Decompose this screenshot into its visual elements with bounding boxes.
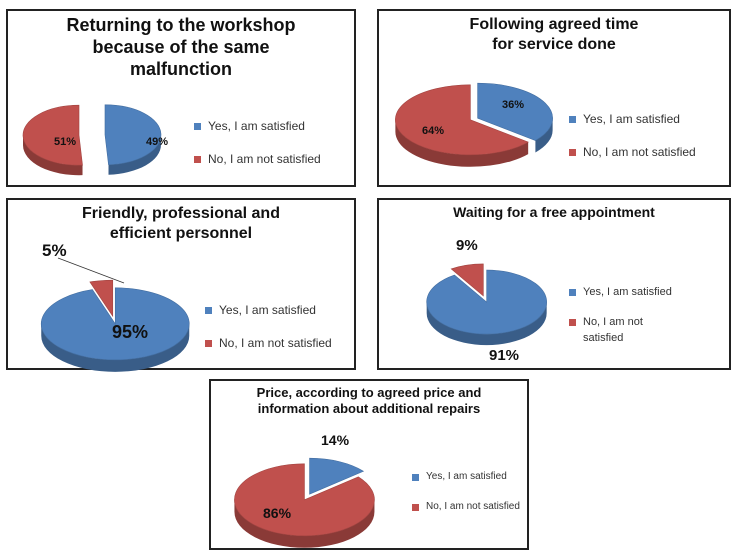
data-label-no: 9% <box>456 237 478 254</box>
legend-swatch-yes <box>412 474 419 481</box>
data-label-yes: 36% <box>502 99 525 111</box>
legend-label: Yes, I am satisfied <box>426 471 507 482</box>
legend-label: No, I am not satisfied <box>426 501 520 512</box>
pie-slice-no <box>22 104 83 176</box>
pie-slice-yes <box>104 104 162 175</box>
pie-slice-no <box>234 463 375 548</box>
legend-label: Yes, I am satisfied <box>208 119 305 133</box>
pie-chart <box>234 457 375 548</box>
legend-item-yes: Yes, I am satisfied <box>194 119 321 133</box>
pie-slice-no <box>89 279 114 318</box>
pie-slice-no <box>450 263 484 297</box>
legend-swatch-yes <box>205 307 212 314</box>
legend-label: No, I am not satisfied <box>583 145 696 159</box>
legend-label: Yes, I am satisfied <box>219 303 316 317</box>
leader-line <box>57 257 125 284</box>
legend-item-no: No, I am not satisfied <box>205 336 332 350</box>
pie-chart <box>426 263 547 346</box>
data-label-yes: 95% <box>112 322 149 342</box>
legend-label: No, I am not satisfied <box>583 316 643 344</box>
legend-swatch-no <box>569 319 576 326</box>
chart-title: Price, according to agreed price and inf… <box>256 385 482 416</box>
legend-swatch-yes <box>569 116 576 123</box>
legend-item-no: No, I am not satisfied <box>412 501 520 512</box>
legend-item-yes: Yes, I am satisfied <box>569 286 689 298</box>
chart-title: Waiting for a free appointment <box>453 204 655 220</box>
legend-item-yes: Yes, I am satisfied <box>412 471 520 482</box>
data-label-no: 86% <box>263 505 292 521</box>
legend: Yes, I am satisfied No, I am not satisfi… <box>569 286 689 347</box>
pie-slice-yes <box>426 269 547 346</box>
legend: Yes, I am satisfied No, I am not satisfi… <box>194 119 321 166</box>
legend: Yes, I am satisfied No, I am not satisfi… <box>569 112 696 159</box>
pie-chart <box>22 104 162 176</box>
legend-swatch-no <box>205 340 212 347</box>
legend-swatch-no <box>194 156 201 163</box>
legend-swatch-no <box>412 504 419 511</box>
data-label-yes: 91% <box>489 347 520 364</box>
legend-label: Yes, I am satisfied <box>583 286 672 298</box>
legend-item-no: No, I am not satisfied <box>569 145 696 159</box>
data-label-no: 5% <box>42 241 67 260</box>
data-label-no: 51% <box>54 136 77 148</box>
pie-slice-yes <box>477 82 553 153</box>
legend-item-yes: Yes, I am satisfied <box>569 112 696 126</box>
legend-label: No, I am not satisfied <box>208 152 321 166</box>
chart-panel-price: Price, according to agreed price and inf… <box>209 379 529 550</box>
chart-panel-returning: Returning to the workshop because of the… <box>6 9 356 187</box>
chart-panel-appointment: Waiting for a free appointment 91% 9% Ye… <box>377 198 731 370</box>
legend-label: No, I am not satisfied <box>219 336 332 350</box>
legend-item-no: No, I am not satisfied <box>569 315 689 347</box>
pie-slice-yes <box>40 287 190 372</box>
legend-swatch-yes <box>194 123 201 130</box>
pie-chart <box>395 82 553 167</box>
legend: Yes, I am satisfied No, I am not satisfi… <box>205 303 332 350</box>
legend: Yes, I am satisfied No, I am not satisfi… <box>412 471 520 512</box>
legend-swatch-no <box>569 149 576 156</box>
data-label-no: 64% <box>422 125 445 137</box>
legend-item-no: No, I am not satisfied <box>194 152 321 166</box>
pie-slice-no <box>395 84 529 167</box>
pie-chart <box>40 257 190 372</box>
data-label-yes: 49% <box>146 136 169 148</box>
chart-panel-personnel: Friendly, professional and efficient per… <box>6 198 356 372</box>
pie-slice-yes <box>309 457 365 495</box>
chart-title: Following agreed time for service done <box>469 16 639 53</box>
data-label-yes: 14% <box>321 432 350 448</box>
chart-title: Friendly, professional and efficient per… <box>82 205 280 242</box>
legend-label: Yes, I am satisfied <box>583 112 680 126</box>
legend-item-yes: Yes, I am satisfied <box>205 303 332 317</box>
chart-panel-agreed-time: Following agreed time for service done 3… <box>377 9 731 187</box>
legend-swatch-yes <box>569 289 576 296</box>
chart-title: Returning to the workshop because of the… <box>66 15 296 79</box>
